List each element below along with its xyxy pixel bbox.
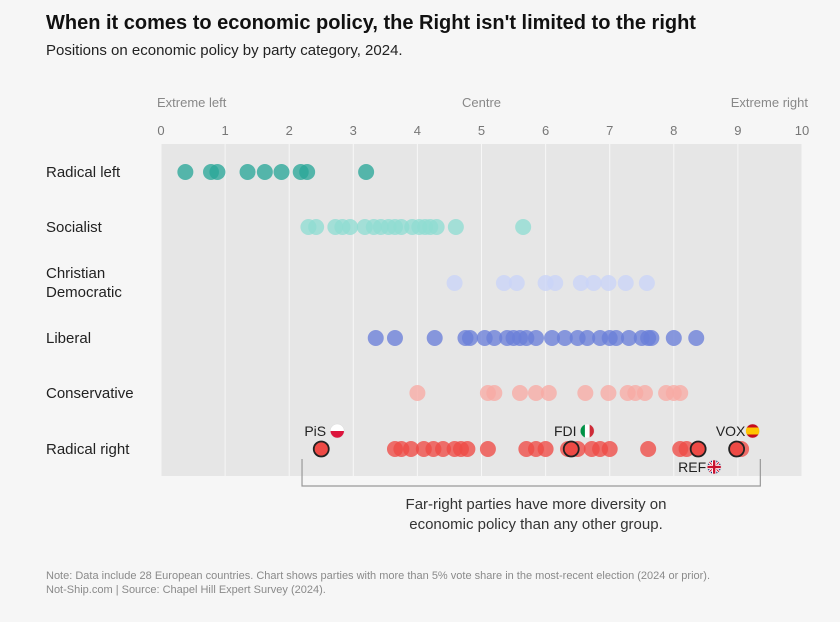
party-label: REF (678, 459, 706, 475)
x-tick-label: 0 (157, 123, 164, 138)
category-label: Democratic (46, 284, 122, 301)
data-point (508, 275, 525, 291)
italy-flag-icon (579, 423, 595, 439)
data-point (239, 164, 256, 180)
data-point (678, 441, 695, 457)
data-point (446, 275, 463, 291)
annotation-text: economic policy than any other group. (409, 516, 662, 533)
data-point (447, 219, 464, 235)
data-point (600, 385, 617, 401)
party-label: FDI (554, 423, 577, 439)
x-tick-label: 7 (606, 123, 613, 138)
party-label: VOX (716, 423, 746, 439)
data-point (273, 164, 290, 180)
data-point (600, 275, 617, 291)
source-text: Not-Ship.com | Source: Chapel Hill Exper… (46, 584, 326, 596)
category-label: Conservative (46, 385, 134, 402)
data-point (544, 330, 561, 346)
data-point (665, 330, 682, 346)
data-point (579, 330, 596, 346)
spain-flag-icon (745, 423, 760, 439)
data-point (640, 441, 657, 457)
x-tick-label: 5 (478, 123, 485, 138)
data-point (601, 441, 618, 457)
party-label: PiS (304, 423, 326, 439)
data-point (643, 330, 660, 346)
data-point (537, 441, 554, 457)
data-point (428, 219, 445, 235)
chart-title: When it comes to economic policy, the Ri… (46, 12, 696, 34)
x-tick-label: 9 (734, 123, 741, 138)
data-point (402, 441, 419, 457)
category-label: Radical left (46, 164, 121, 181)
data-point (342, 219, 359, 235)
data-point (527, 385, 544, 401)
data-point (638, 275, 655, 291)
uk-flag-icon (706, 459, 722, 475)
data-point (495, 275, 512, 291)
x-tick-label: 1 (221, 123, 228, 138)
data-point (608, 330, 625, 346)
highlighted-point (562, 440, 580, 458)
data-point (486, 330, 503, 346)
note-text: Note: Data include 28 European countries… (46, 570, 711, 582)
data-point (515, 219, 532, 235)
data-point (527, 330, 544, 346)
scale-label: Extreme right (731, 95, 809, 110)
highlighted-point (728, 440, 746, 458)
data-point (688, 330, 705, 346)
annotation-text: Far-right parties have more diversity on (406, 496, 667, 513)
data-point (177, 164, 194, 180)
poland-flag-icon (329, 423, 345, 439)
data-point (577, 385, 594, 401)
category-label: Christian (46, 265, 105, 282)
data-point (585, 275, 602, 291)
data-point (547, 275, 564, 291)
footnote: Note: Data include 28 European countries… (46, 569, 710, 597)
data-point (479, 441, 496, 457)
data-point (426, 330, 443, 346)
data-point (636, 385, 653, 401)
x-tick-label: 4 (414, 123, 421, 138)
scale-label: Extreme left (157, 95, 227, 110)
x-tick-label: 3 (350, 123, 357, 138)
data-point (620, 330, 637, 346)
data-point (459, 441, 476, 457)
scale-label: Centre (462, 95, 501, 110)
x-tick-label: 10 (795, 123, 809, 138)
category-label: Liberal (46, 330, 91, 347)
data-point (256, 164, 273, 180)
highlighted-point (312, 440, 330, 458)
x-tick-label: 2 (286, 123, 293, 138)
data-point (461, 330, 478, 346)
data-point (299, 164, 316, 180)
category-label: Socialist (46, 219, 103, 236)
data-point (556, 330, 573, 346)
chart-subtitle: Positions on economic policy by party ca… (46, 42, 403, 59)
category-label: Radical right (46, 441, 130, 458)
data-point (409, 385, 426, 401)
data-point (511, 385, 528, 401)
data-point (486, 385, 503, 401)
data-point (308, 219, 325, 235)
annotation-bracket (301, 459, 761, 487)
data-point (435, 441, 452, 457)
data-point (540, 385, 557, 401)
data-point (386, 330, 403, 346)
data-point (367, 330, 384, 346)
highlighted-point (689, 440, 707, 458)
data-point (572, 275, 589, 291)
x-tick-label: 6 (542, 123, 549, 138)
x-tick-label: 8 (670, 123, 677, 138)
data-point (358, 164, 375, 180)
data-point (617, 275, 634, 291)
data-point (209, 164, 226, 180)
data-point (672, 385, 689, 401)
